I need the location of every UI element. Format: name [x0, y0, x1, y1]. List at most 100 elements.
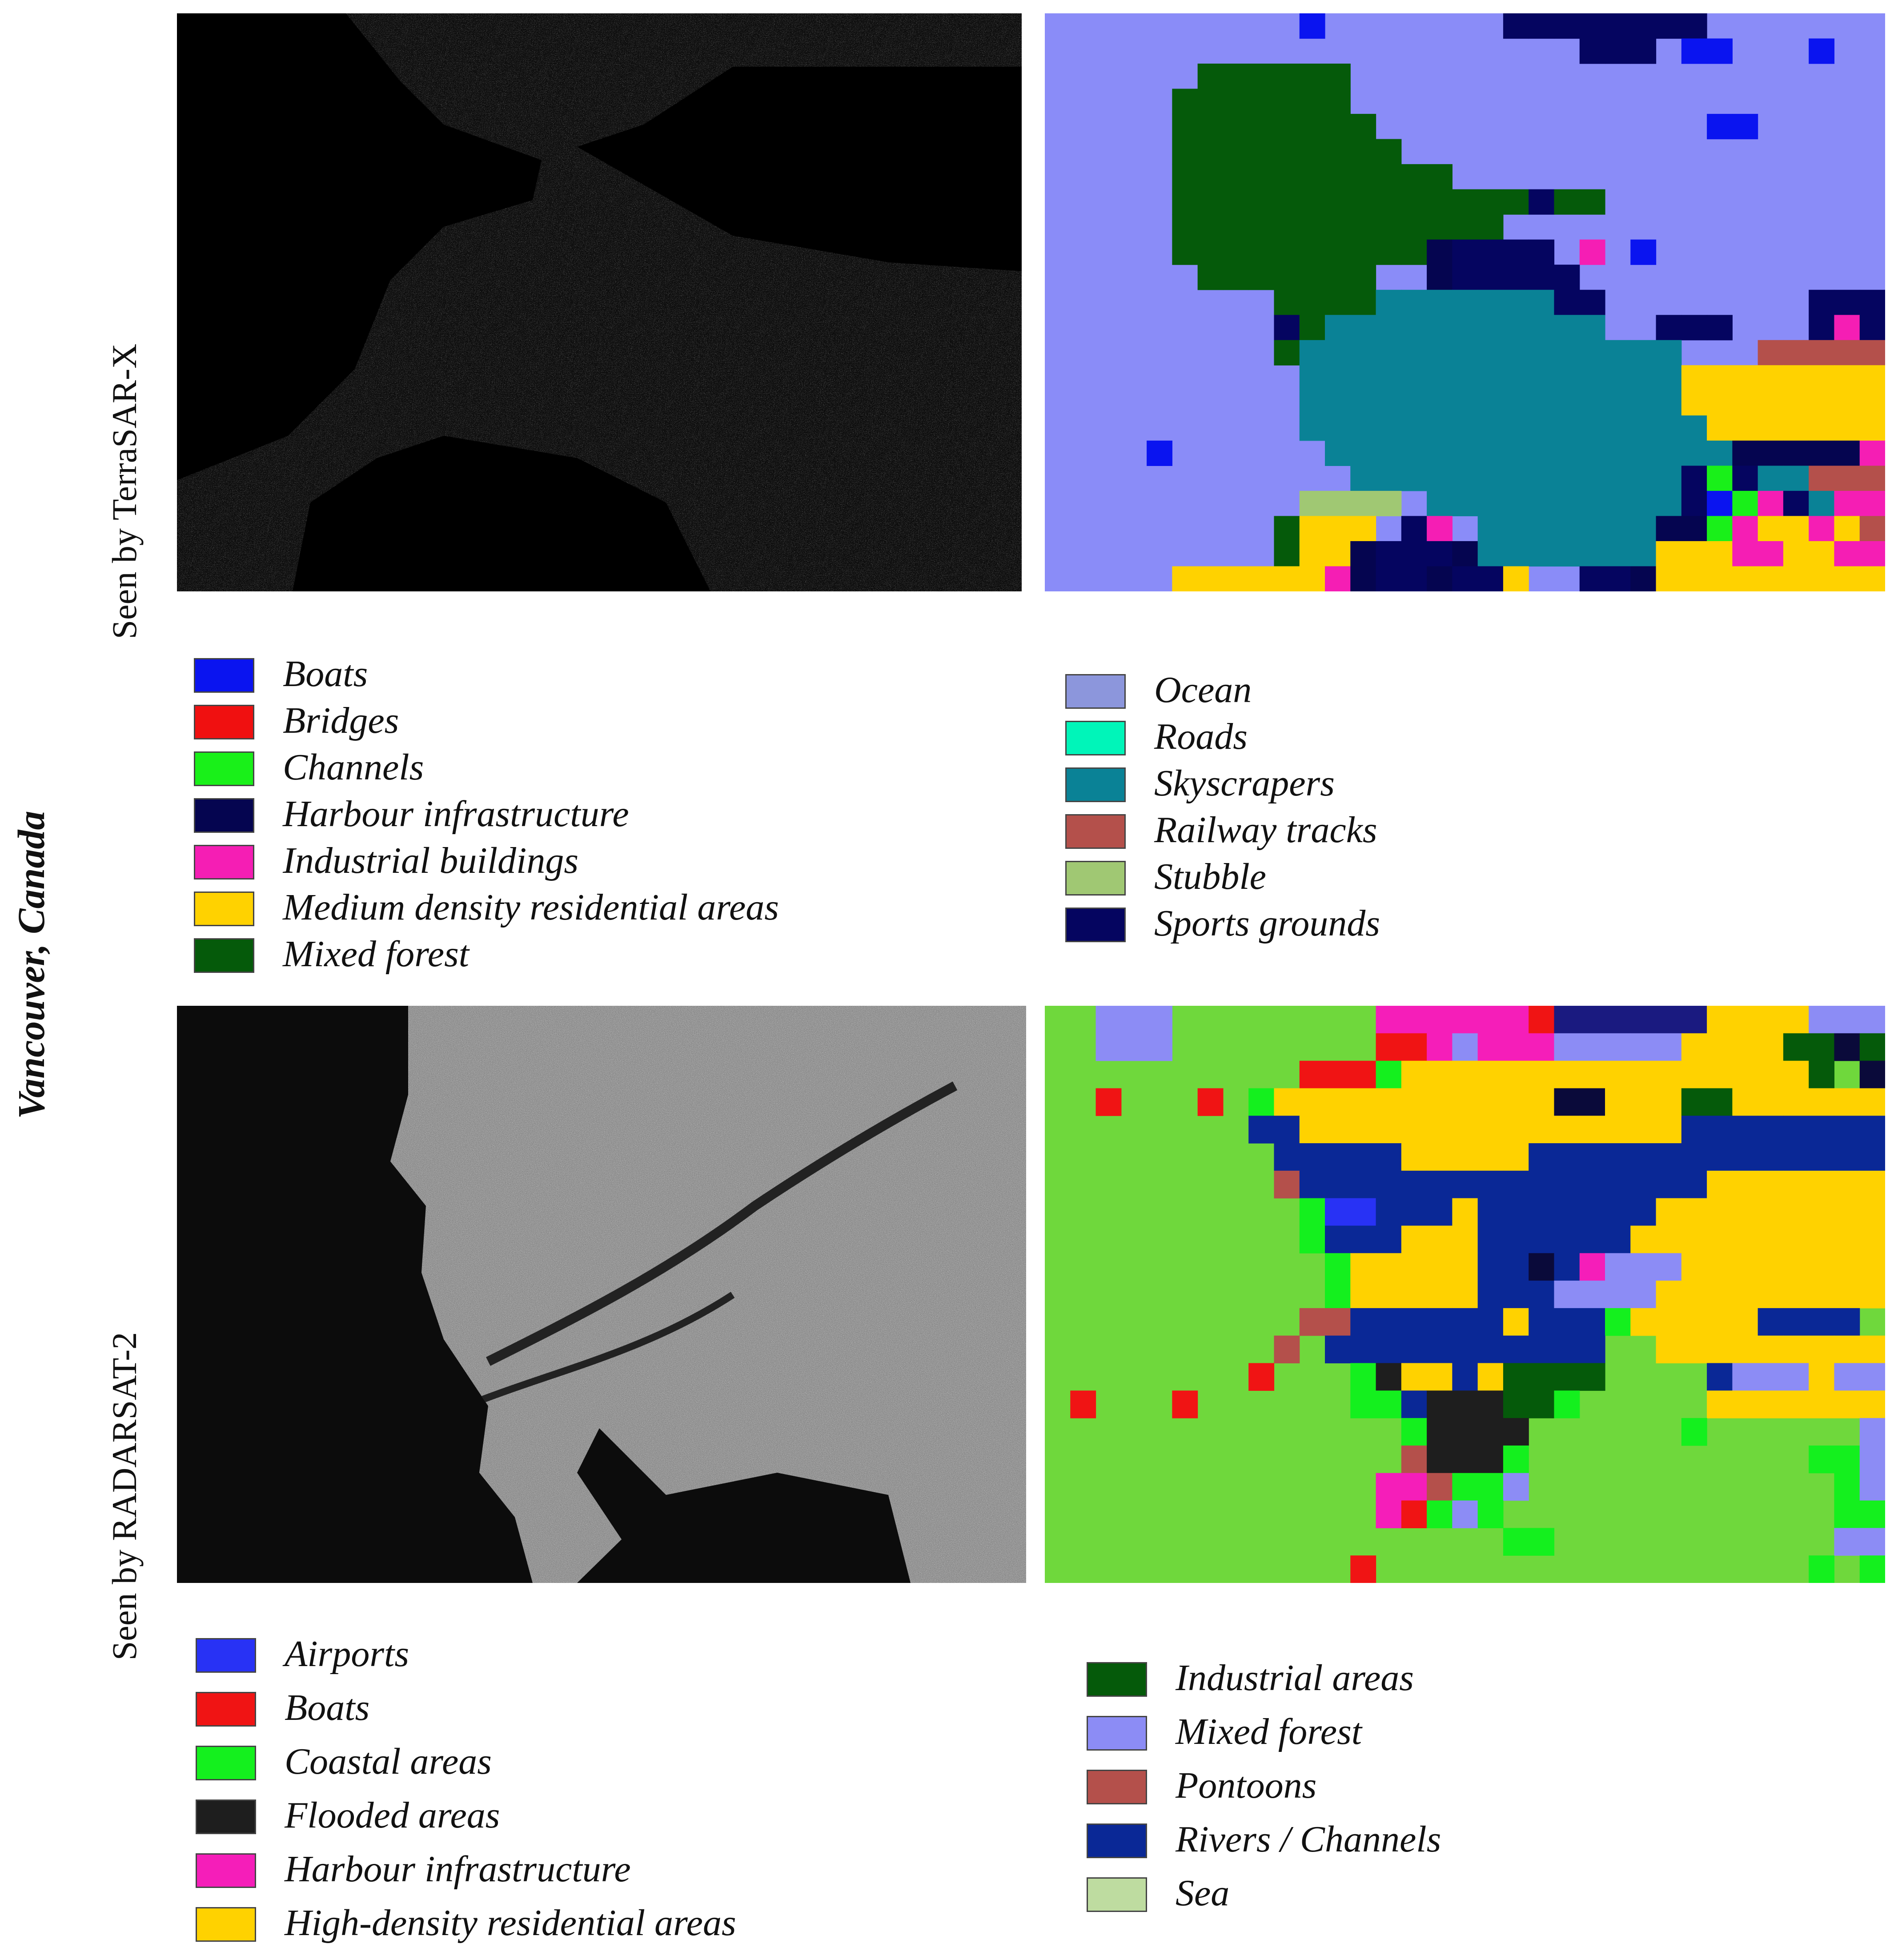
map-cell [1427, 566, 1453, 591]
map-cell [1401, 1363, 1427, 1391]
map-cell [1376, 1473, 1402, 1501]
map-cell [1477, 541, 1504, 567]
map-cell [1401, 164, 1427, 190]
map-cell [1707, 1088, 1733, 1116]
map-cell [1605, 38, 1631, 64]
map-cell [1579, 1033, 1605, 1061]
map-cell [1376, 164, 1402, 190]
map-cell [1401, 1060, 1427, 1089]
map-cell [1350, 315, 1376, 341]
map-cell [1172, 164, 1198, 190]
map-cell [1605, 1060, 1631, 1089]
map-cell [1554, 1390, 1580, 1418]
map-cell [1732, 1116, 1758, 1144]
map-cell [1529, 1033, 1555, 1061]
map-cell [1681, 415, 1707, 441]
legend-label: High-density residential areas [285, 1902, 736, 1944]
map-cell [1656, 415, 1682, 441]
radarsat-2-sar-image [177, 1006, 1026, 1583]
map-cell [1401, 566, 1427, 591]
map-cell [1859, 541, 1885, 567]
map-cell [1656, 390, 1682, 416]
map-cell [1427, 239, 1453, 265]
map-cell [1299, 1225, 1325, 1253]
legend-swatch [1065, 767, 1126, 802]
map-cell [1223, 139, 1249, 165]
map-cell [1376, 1308, 1402, 1336]
map-cell [1248, 1363, 1275, 1391]
map-cell [1783, 365, 1809, 391]
map-cell [1452, 1281, 1478, 1309]
map-cell [1707, 1281, 1733, 1309]
map-cell [1299, 239, 1325, 265]
map-cell [1529, 1225, 1555, 1253]
map-cell [1503, 1281, 1529, 1309]
map-cell [1299, 13, 1325, 39]
map-cell [1834, 340, 1860, 365]
map-cell [1834, 1033, 1860, 1061]
map-cell [1452, 1253, 1478, 1281]
map-cell [1707, 1253, 1733, 1281]
map-cell [1732, 114, 1758, 140]
map-cell [1274, 516, 1300, 542]
map-cell [1401, 1281, 1427, 1309]
map-cell [1197, 139, 1224, 165]
map-cell [1681, 390, 1707, 416]
map-cell [1630, 1198, 1657, 1226]
map-cell [1758, 1253, 1784, 1281]
map-cell [1376, 214, 1402, 240]
map-cell [1809, 1225, 1835, 1253]
map-cell [1401, 1225, 1427, 1253]
map-cell [1579, 415, 1605, 441]
legend-label: Airports [285, 1633, 409, 1675]
map-cell [1401, 1500, 1427, 1528]
map-cell [1783, 1060, 1809, 1089]
map-cell [1859, 1088, 1885, 1116]
map-cell [1452, 1143, 1478, 1171]
map-cell [1707, 516, 1733, 542]
map-cell [1325, 1281, 1351, 1309]
map-cell [1477, 415, 1504, 441]
map-cell [1503, 1473, 1529, 1501]
map-cell [1452, 289, 1478, 315]
map-cell [1427, 1225, 1453, 1253]
map-cell [1529, 390, 1555, 416]
map-cell [1427, 1006, 1453, 1034]
map-cell [1554, 1198, 1580, 1226]
map-cell [1579, 490, 1605, 517]
legend-swatch [194, 751, 254, 786]
map-cell [1503, 390, 1529, 416]
map-cell [1427, 1143, 1453, 1171]
map-cell [1427, 440, 1453, 466]
map-cell [1834, 440, 1860, 466]
map-cell [1681, 1335, 1707, 1364]
map-cell [1503, 239, 1529, 265]
map-cell [1350, 1116, 1376, 1144]
map-cell [1809, 1088, 1835, 1116]
map-cell [1859, 440, 1885, 466]
map-cell [1656, 315, 1682, 341]
legend-swatch [194, 938, 254, 973]
map-cell [1529, 265, 1555, 290]
map-cell [1529, 239, 1555, 265]
map-cell [1350, 1555, 1376, 1583]
map-cell [1681, 1006, 1707, 1034]
map-cell [1452, 1060, 1478, 1089]
map-cell [1350, 1335, 1376, 1364]
map-cell [1452, 315, 1478, 341]
map-cell [1554, 365, 1580, 391]
map-cell [1834, 466, 1860, 491]
map-cell [1707, 490, 1733, 517]
map-cell [1554, 1225, 1580, 1253]
legend-label: Pontoons [1176, 1765, 1317, 1806]
map-cell [1299, 64, 1325, 89]
map-cell [1477, 289, 1504, 315]
map-cell [1223, 164, 1249, 190]
map-cell [1477, 1363, 1504, 1391]
map-cell [1274, 1088, 1300, 1116]
map-cell [1681, 1308, 1707, 1336]
map-cell [1758, 1281, 1784, 1309]
map-cell [1579, 466, 1605, 491]
map-cell [1809, 340, 1835, 365]
map-cell [1758, 1335, 1784, 1364]
